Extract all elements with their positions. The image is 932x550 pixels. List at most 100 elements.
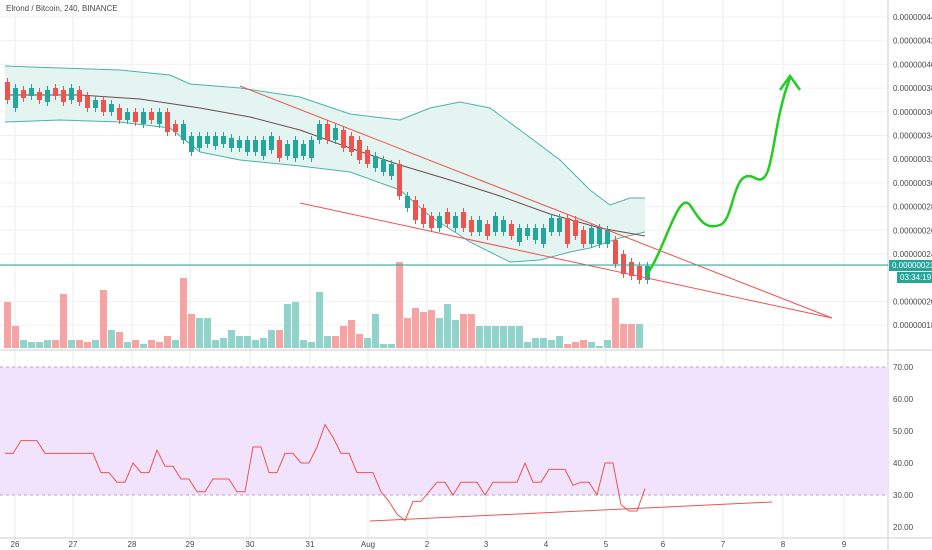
time-tick-label-14: 9 <box>842 540 847 549</box>
candle-body-47 <box>381 160 386 172</box>
time-tick-label-6: Aug <box>361 540 375 549</box>
volume-bar-3 <box>28 342 35 348</box>
candle-body-61 <box>493 216 498 232</box>
volume-bar-6 <box>52 340 59 348</box>
candle-body-57 <box>461 212 466 228</box>
candle-body-8 <box>69 88 74 100</box>
volume-bar-77 <box>620 324 627 348</box>
volume-bar-65 <box>524 342 531 348</box>
candle-body-4 <box>37 92 42 100</box>
time-tick-label-0: 26 <box>11 540 20 549</box>
projection-arrow <box>644 77 792 277</box>
trendline-drawings <box>0 73 888 319</box>
volume-bar-26 <box>212 340 219 348</box>
candle-body-10 <box>85 96 90 108</box>
candle-body-76 <box>613 240 618 264</box>
price-tick-label-9: 0.00000026 <box>893 226 932 235</box>
candle-body-28 <box>229 138 234 148</box>
volume-bar-58 <box>468 314 475 348</box>
candle-body-53 <box>429 216 434 228</box>
volume-bar-44 <box>356 334 363 348</box>
wedge-support-line <box>299 202 833 319</box>
candle-body-34 <box>277 140 282 158</box>
volume-bar-5 <box>44 340 51 348</box>
volume-bar-67 <box>540 338 547 348</box>
candle-body-51 <box>413 200 418 220</box>
time-axis[interactable]: 26 27 28 29 30 31 Aug 2 3 4 5 6 7 8 9 <box>11 540 847 549</box>
rsi-tick-label-1: 60.00 <box>893 395 914 404</box>
volume-bar-40 <box>324 336 331 348</box>
candle-body-41 <box>333 128 338 140</box>
volume-bar-66 <box>532 338 539 348</box>
volume-bar-9 <box>76 340 83 348</box>
candle-body-22 <box>181 124 186 140</box>
volume-bar-49 <box>396 262 403 348</box>
time-tick-label-11: 6 <box>661 540 666 549</box>
volume-bar-38 <box>308 342 315 348</box>
candle-body-50 <box>405 196 410 208</box>
volume-bar-42 <box>340 326 347 348</box>
volume-bar-57 <box>460 314 467 348</box>
candle-body-31 <box>253 140 258 152</box>
candle-body-38 <box>309 140 314 158</box>
volume-bar-48 <box>388 344 395 348</box>
candle-body-7 <box>61 90 66 102</box>
volume-bar-73 <box>588 342 595 348</box>
candle-body-13 <box>109 104 114 112</box>
time-tick-label-13: 8 <box>781 540 786 549</box>
volume-bar-4 <box>36 342 43 348</box>
time-tick-label-8: 3 <box>484 540 489 549</box>
candle-body-33 <box>269 136 274 150</box>
volume-bar-78 <box>628 324 635 348</box>
bollinger-upper <box>4 65 645 206</box>
volume-bar-43 <box>348 320 355 348</box>
volume-bar-55 <box>444 304 451 348</box>
rsi-overbought-oversold-band <box>0 367 888 495</box>
volume-bar-36 <box>292 302 299 348</box>
volume-bar-12 <box>100 290 107 348</box>
volume-bar-71 <box>572 342 579 348</box>
projection-arrowhead <box>778 73 802 91</box>
volume-bar-31 <box>252 340 259 348</box>
candle-body-77 <box>621 254 626 274</box>
candle-body-36 <box>293 140 298 158</box>
candle-body-49 <box>397 164 402 196</box>
candlestick-series <box>5 78 650 284</box>
price-tick-label-10: 0.00000024 <box>893 250 932 259</box>
volume-bar-33 <box>268 330 275 348</box>
candle-body-11 <box>93 100 98 108</box>
rsi-tick-label-4: 30.00 <box>893 491 914 500</box>
volume-bar-13 <box>108 330 115 348</box>
candle-body-42 <box>341 130 346 148</box>
volume-bar-41 <box>332 336 339 348</box>
candle-body-56 <box>453 216 458 228</box>
price-tick-label-4: 0.00000036 <box>893 108 932 117</box>
price-tick-label-2: 0.00000040 <box>893 60 932 69</box>
volume-bar-74 <box>596 346 603 348</box>
volume-bar-0 <box>4 302 11 348</box>
price-tick-label-6: 0.00000032 <box>893 155 932 164</box>
candle-body-15 <box>125 112 130 120</box>
rsi-line <box>5 423 646 522</box>
time-tick-label-3: 29 <box>186 540 195 549</box>
volume-bar-17 <box>140 344 147 348</box>
candle-body-74 <box>597 228 602 244</box>
volume-bar-56 <box>452 320 459 348</box>
time-tick-label-12: 7 <box>721 540 726 549</box>
rsi-tick-label-3: 40.00 <box>893 459 914 468</box>
candle-body-6 <box>53 88 58 96</box>
last-price-badge: 0.00000023 <box>889 260 932 271</box>
candle-body-75 <box>605 230 610 244</box>
bar-countdown-badge: 03:34:19 <box>897 272 932 283</box>
price-axis[interactable]: 0.00000044 0.00000042 0.00000040 0.00000038… <box>893 13 932 330</box>
candle-body-79 <box>637 266 642 280</box>
candle-body-71 <box>573 220 578 236</box>
candle-body-48 <box>389 164 394 176</box>
time-tick-label-7: 2 <box>425 540 430 549</box>
rsi-axis[interactable]: 70.00 60.00 50.00 40.00 30.00 20.00 <box>893 363 914 532</box>
candle-body-30 <box>245 140 250 152</box>
volume-bar-72 <box>580 340 587 348</box>
candle-body-29 <box>237 140 242 148</box>
candle-body-9 <box>77 90 82 102</box>
